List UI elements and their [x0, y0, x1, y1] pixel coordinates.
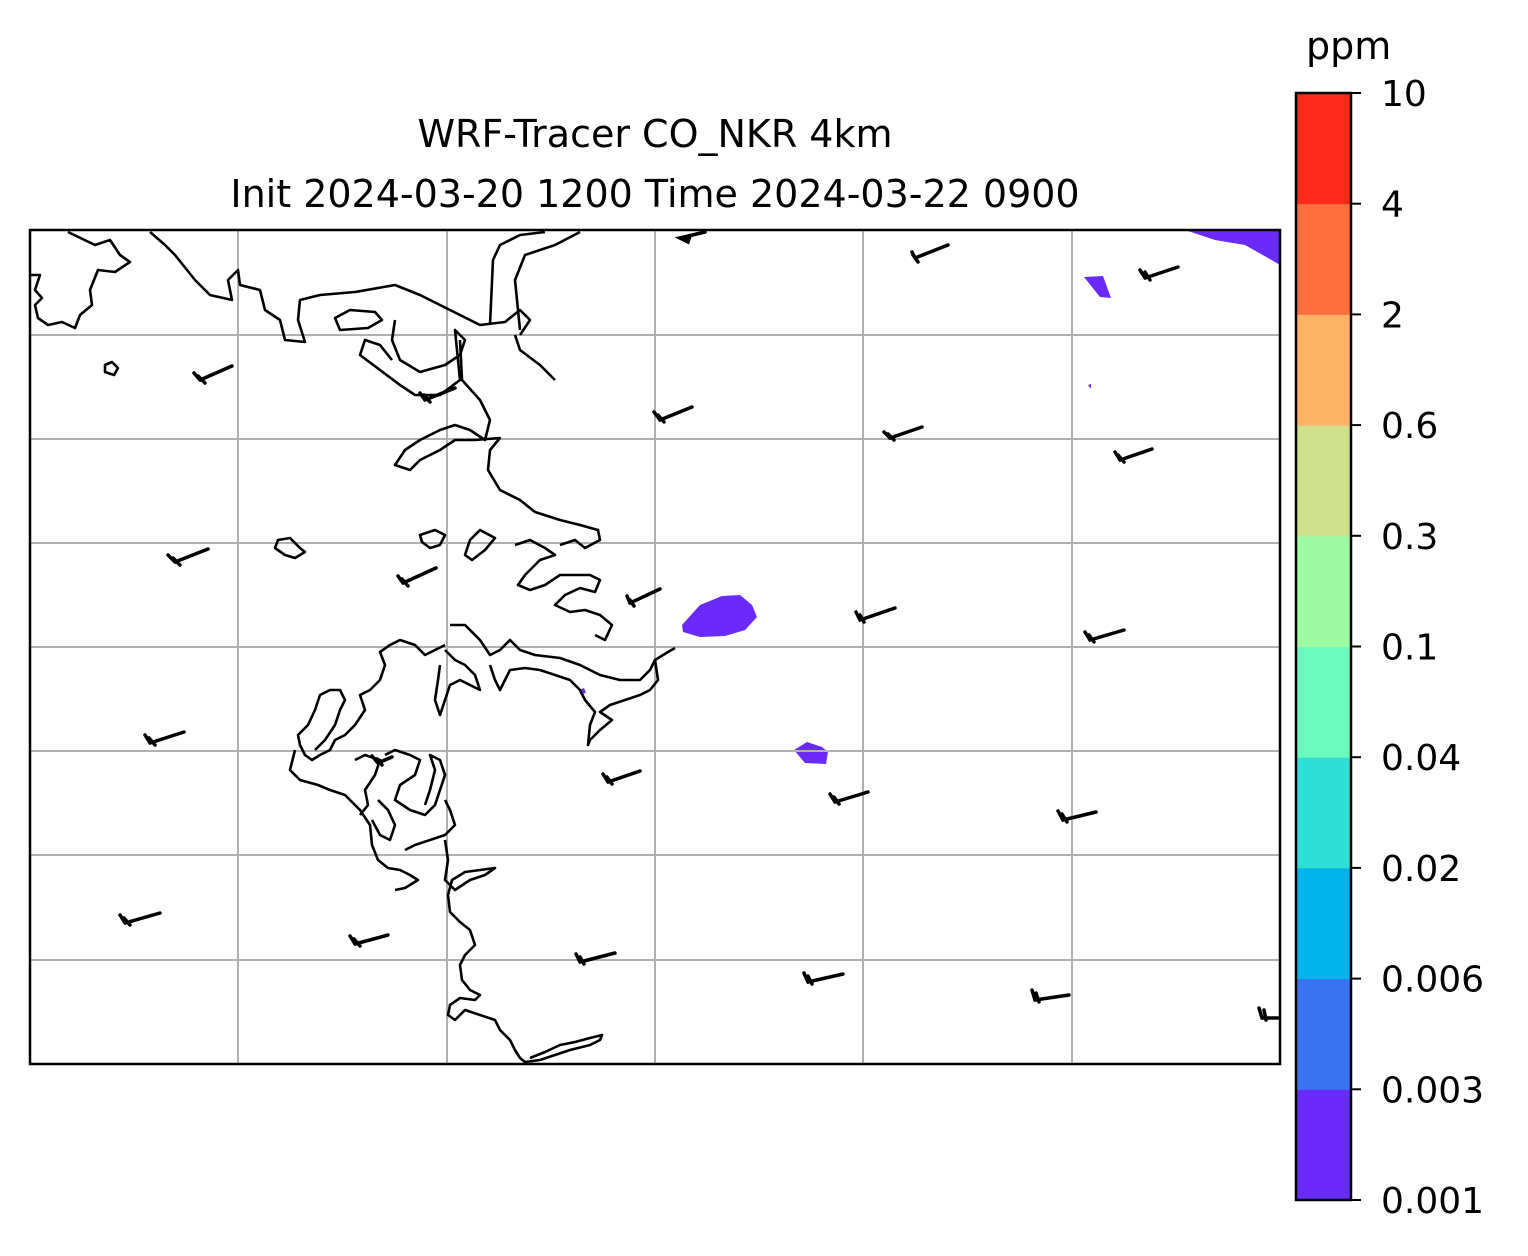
coastlines	[30, 230, 676, 1064]
coastline-central-channel	[393, 339, 602, 550]
wind-barb	[828, 790, 870, 806]
wind-barb	[1030, 988, 1071, 1004]
wind-barb	[192, 364, 234, 385]
wind-barbs	[118, 230, 1280, 1022]
coastline-islands-c	[514, 538, 614, 642]
coastline-fjord-4	[404, 799, 457, 852]
coastline-fjord-1	[354, 753, 382, 816]
coastline-peninsula-west	[296, 638, 446, 762]
coastline-bay-main	[450, 623, 676, 682]
wind-barb	[396, 566, 438, 588]
tracer-patch-northeast	[1185, 230, 1280, 265]
title-line-2: Init 2024-03-20 1200 Time 2024-03-22 090…	[230, 172, 1080, 216]
wind-barb	[1083, 628, 1126, 644]
coastline-island-small	[103, 360, 120, 377]
wind-barb	[574, 951, 617, 966]
wind-barb	[910, 243, 950, 264]
colorbar-unit-label: ppm	[1306, 24, 1392, 68]
map-plot-area	[30, 230, 1280, 1064]
colorbar-segment	[1296, 757, 1351, 869]
wind-barb	[348, 933, 390, 948]
coastline-estuary-left	[488, 230, 546, 326]
wind-barb	[1138, 265, 1180, 282]
colorbar-tick-label: 10	[1381, 74, 1427, 115]
coastline-lake-1	[333, 308, 384, 332]
coastline-islands-a	[418, 528, 447, 550]
wind-barb	[143, 730, 186, 747]
coastline-estuary-bottom	[513, 334, 556, 381]
colorbar-tick-label: 0.02	[1381, 849, 1461, 890]
map-frame	[28, 228, 1282, 1066]
wind-barb	[1113, 447, 1154, 464]
colorbar-tick-label: 0.006	[1381, 960, 1484, 1001]
colorbar-segment	[1296, 93, 1351, 205]
tracer-patch-south	[794, 742, 828, 764]
coastline-central-river	[358, 319, 467, 397]
coastline-islands-b	[463, 528, 497, 562]
title-line-1: WRF-Tracer CO_NKR 4km	[417, 112, 893, 156]
colorbar-tick-label: 0.001	[1381, 1181, 1484, 1222]
colorbar-segment	[1296, 314, 1351, 426]
coastline-bay-lower	[488, 659, 660, 747]
coastline-peninsula-east	[433, 649, 482, 717]
coastline-southwest-coast	[288, 749, 420, 892]
colorbar-segment	[1296, 203, 1351, 315]
wind-barb	[674, 230, 707, 245]
tracer-patch-small-north	[1084, 276, 1111, 298]
wind-barb	[652, 405, 694, 424]
tracer-fill-layer	[579, 230, 1280, 764]
wind-barb	[601, 769, 642, 786]
colorbar-segment	[1296, 978, 1351, 1090]
wind-barb	[882, 425, 924, 442]
colorbar-tick-label: 0.3	[1381, 517, 1438, 558]
coastline-fjord-2	[384, 748, 447, 817]
coastline-north-west-bay	[149, 231, 532, 344]
wind-barb	[418, 386, 457, 404]
colorbar-segment	[1296, 535, 1351, 647]
colorbar-segment	[1296, 425, 1351, 537]
colorbar-tick-label: 0.003	[1381, 1070, 1484, 1111]
coastline-northwest	[30, 230, 132, 330]
coastline-fjord-3	[370, 799, 397, 842]
wind-barb	[118, 911, 162, 927]
colorbar-segment	[1296, 867, 1351, 980]
coastline-island-mid	[273, 536, 307, 560]
coastline-south-river	[443, 839, 604, 1064]
colorbar: 0.001 0.003 0.006 0.02 0.04 0.1 0.3 0.6 2 4 10	[1294, 74, 1484, 1222]
wind-barb	[625, 587, 662, 608]
colorbar-tick-label: 2	[1381, 295, 1404, 336]
map-title: WRF-Tracer CO_NKR 4km Init 2024-03-20 12…	[30, 104, 1280, 224]
wind-barb	[370, 754, 394, 767]
wind-barb	[854, 606, 897, 624]
coastline-estuary-right	[513, 230, 581, 331]
colorbar-tick-label: 0.04	[1381, 738, 1461, 779]
colorbar-tick-label: 0.6	[1381, 406, 1438, 447]
colorbar-tick-label: 4	[1381, 185, 1404, 226]
wind-barb	[166, 547, 210, 567]
tracer-speck-2	[1088, 384, 1091, 389]
wind-barb	[1056, 809, 1098, 824]
colorbar-segment	[1296, 646, 1351, 758]
gridlines	[30, 230, 1280, 1064]
tracer-patch-center	[682, 595, 757, 637]
wind-barb	[802, 971, 845, 986]
colorbar-segment	[1296, 1089, 1351, 1201]
colorbar-tick-label: 0.1	[1381, 628, 1438, 669]
wind-barb	[1257, 1006, 1280, 1022]
